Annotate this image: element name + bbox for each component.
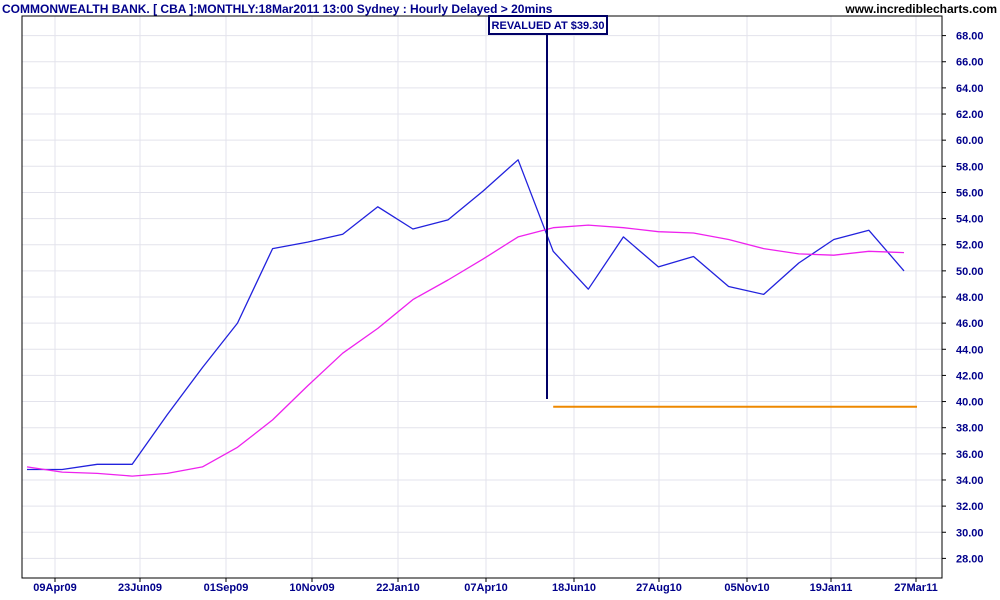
y-tick-label: 46.00 [956, 318, 984, 330]
y-tick-label: 58.00 [956, 161, 984, 173]
revaluation-label: REVALUED AT $39.30 [492, 20, 605, 32]
x-tick-label: 27Mar11 [894, 582, 937, 594]
y-tick-label: 42.00 [956, 370, 984, 382]
y-tick-label: 30.00 [956, 527, 984, 539]
x-tick-label: 22Jan10 [376, 582, 419, 594]
y-tick-label: 32.00 [956, 501, 984, 513]
y-tick-label: 56.00 [956, 187, 984, 199]
y-tick-label: 44.00 [956, 344, 984, 356]
y-tick-label: 34.00 [956, 475, 984, 487]
chart-title: COMMONWEALTH BANK. [ CBA ]:MONTHLY:18Mar… [2, 2, 553, 16]
y-tick-label: 48.00 [956, 292, 984, 304]
x-tick-label: 01Sep09 [204, 582, 249, 594]
y-tick-label: 52.00 [956, 240, 984, 252]
x-tick-label: 07Apr10 [464, 582, 507, 594]
series-layer [26, 159, 917, 477]
x-tick-label: 19Jan11 [810, 582, 853, 594]
y-tick-label: 54.00 [956, 214, 984, 226]
y-tick-label: 66.00 [956, 57, 984, 69]
annotation-layer: REVALUED AT $39.30 [488, 15, 608, 399]
y-tick-label: 60.00 [956, 135, 984, 147]
x-tick-label: 23Jun09 [118, 582, 162, 594]
y-tick-label: 68.00 [956, 31, 984, 43]
y-tick-label: 40.00 [956, 397, 984, 409]
x-tick-label: 10Nov09 [289, 582, 334, 594]
x-axis: 09Apr09 23Jun09 01Sep09 10Nov09 22Jan10 07Apr… [33, 578, 938, 594]
y-axis: 28.00 30.00 32.00 34.00 36.00 38.00 40.00 42.00… [942, 31, 984, 565]
x-tick-label: 09Apr09 [33, 582, 76, 594]
y-tick-label: 36.00 [956, 449, 984, 461]
x-tick-label: 27Aug10 [636, 582, 682, 594]
x-tick-label: 05Nov10 [724, 582, 769, 594]
y-tick-label: 50.00 [956, 266, 984, 278]
revaluation-label-box [488, 15, 608, 35]
price-line-series [27, 159, 905, 471]
grid-lines [22, 16, 942, 578]
y-tick-label: 28.00 [956, 553, 984, 565]
x-tick-label: 18Jun10 [552, 582, 596, 594]
site-url[interactable]: www.incrediblecharts.com [845, 2, 997, 16]
y-tick-label: 38.00 [956, 423, 984, 435]
y-tick-label: 64.00 [956, 83, 984, 95]
y-tick-label: 62.00 [956, 109, 984, 121]
moving-average-series [26, 224, 905, 477]
